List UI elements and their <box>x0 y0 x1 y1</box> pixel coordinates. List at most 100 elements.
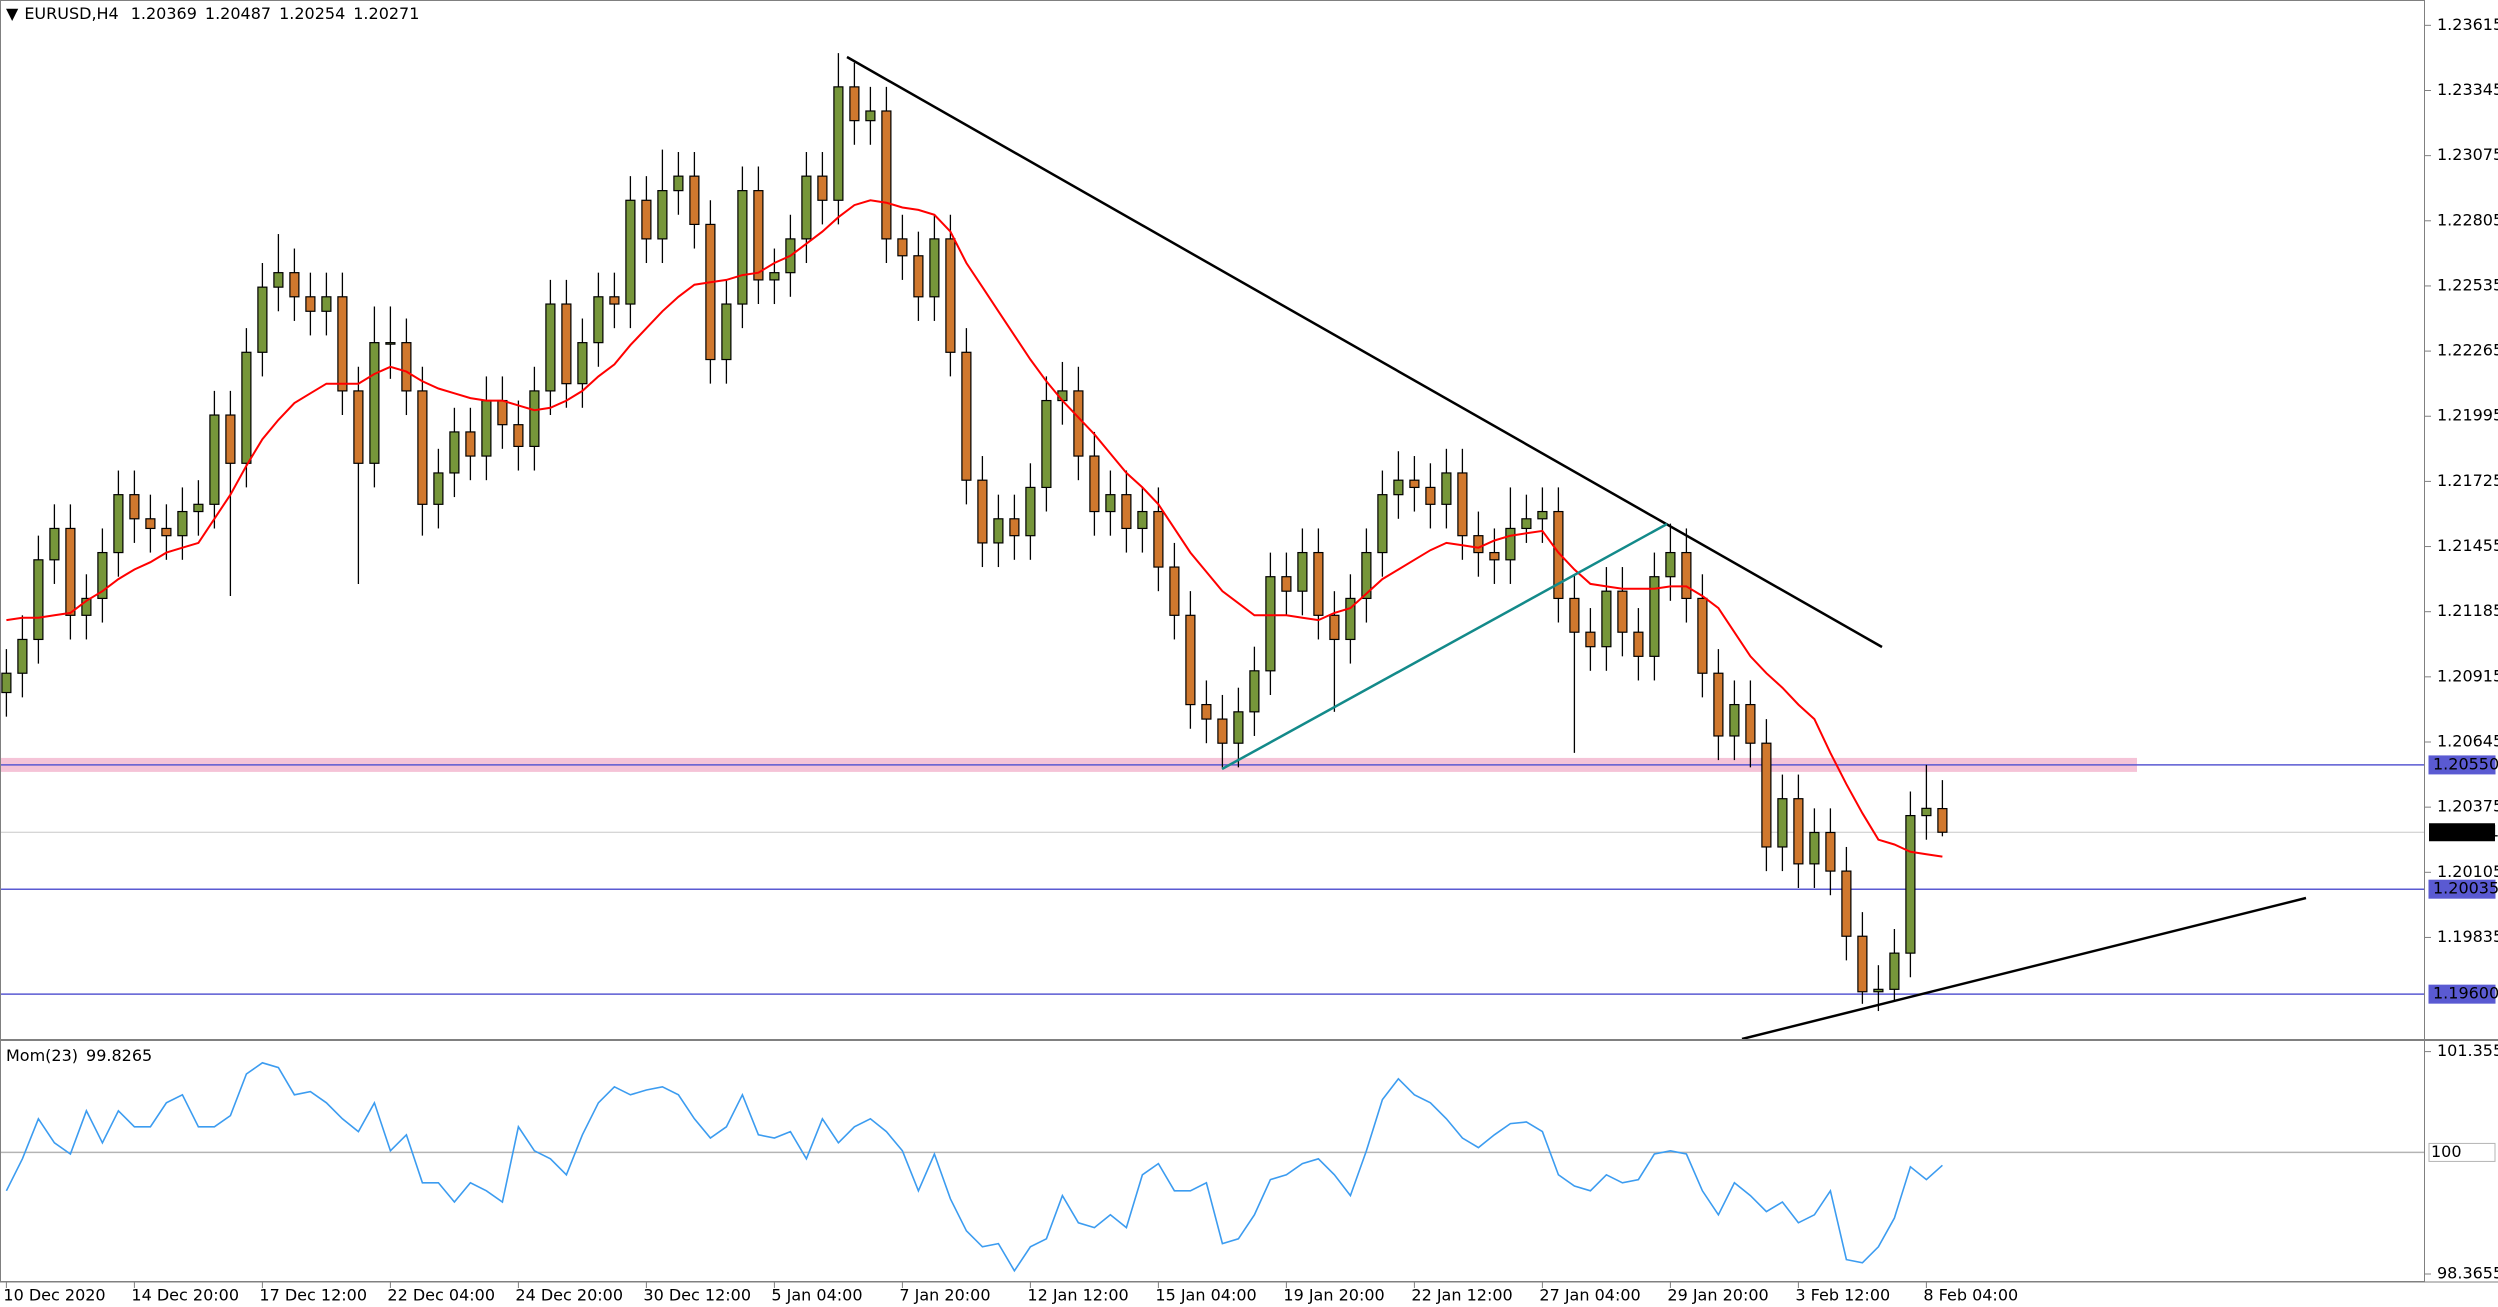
candle-body <box>737 190 748 305</box>
y-tick-label: 1.21725 <box>2437 471 2498 490</box>
y-tick-label: 1.22265 <box>2437 341 2498 360</box>
last-open: 1.20369 <box>131 4 197 23</box>
candle-body <box>1105 494 1116 513</box>
candle-body <box>817 175 828 201</box>
level-label-box <box>2428 1142 2496 1162</box>
candle-body <box>881 110 892 240</box>
header-marker: ▼ <box>6 4 19 23</box>
candle-body <box>1617 590 1628 633</box>
level-label: 100 <box>2431 1142 2462 1161</box>
candle-body <box>1489 551 1500 561</box>
x-tick-label: 29 Jan 20:00 <box>1667 1286 1768 1305</box>
candle-body <box>1233 711 1244 744</box>
candle-body <box>577 342 588 385</box>
candle-body <box>177 510 188 537</box>
x-tick-label: 3 Feb 12:00 <box>1795 1286 1890 1305</box>
last-price-box <box>2429 823 2495 842</box>
candle-body <box>561 303 572 385</box>
x-tick-label: 27 Jan 04:00 <box>1539 1286 1640 1305</box>
candle-body <box>1857 935 1868 993</box>
y-tick-label: 1.20105 <box>2437 862 2498 881</box>
level-label: 1.20035 <box>2433 879 2498 898</box>
candle-body <box>1649 576 1660 657</box>
candle-body <box>1009 518 1020 537</box>
candle-body <box>209 414 220 505</box>
y-tick-label: 1.23345 <box>2437 80 2498 99</box>
x-tick-label: 19 Jan 20:00 <box>1283 1286 1384 1305</box>
candle-body <box>1809 831 1820 865</box>
candle-body <box>801 175 812 240</box>
candle-body <box>1281 576 1292 592</box>
level-label-box <box>2428 755 2496 775</box>
candle-body <box>1137 510 1148 530</box>
candle-body <box>433 472 444 505</box>
candle-body <box>1201 703 1212 720</box>
candle-body <box>1601 590 1612 648</box>
candle-body <box>1169 566 1180 616</box>
candle-body <box>1521 518 1532 530</box>
candle-body <box>1425 486 1436 505</box>
x-tick-label: 12 Jan 12:00 <box>1027 1286 1128 1305</box>
candle-body <box>1329 614 1340 641</box>
candle-body <box>993 518 1004 544</box>
y-tick-label: 1.20375 <box>2437 797 2498 816</box>
candle-body <box>145 518 156 530</box>
candle-body <box>753 190 764 281</box>
candle-body <box>353 390 364 464</box>
y-tick-label: 101.3553 <box>2437 1041 2498 1060</box>
candle-body <box>1121 494 1132 530</box>
candle-body <box>1585 631 1596 648</box>
y-tick-label: 1.20645 <box>2437 731 2498 750</box>
candle-body <box>1937 807 1948 833</box>
candle-body <box>689 175 700 226</box>
candle-body <box>1473 535 1484 554</box>
candle-body <box>97 551 108 600</box>
candle-body <box>1409 479 1420 489</box>
x-tick-label: 14 Dec 20:00 <box>131 1286 239 1305</box>
candle-body <box>1873 988 1884 993</box>
candle-body <box>449 431 460 474</box>
candle-body <box>1153 510 1164 568</box>
indicator-title: Mom(23) <box>6 1046 78 1065</box>
candle-body <box>113 494 124 554</box>
candle-body <box>865 110 876 122</box>
candle-body <box>529 390 540 448</box>
candle-body <box>977 479 988 544</box>
moving-average <box>6 199 1943 858</box>
candle-body <box>1265 576 1276 672</box>
candle-body <box>1665 551 1676 578</box>
candle-body <box>161 527 172 537</box>
candle-body <box>1185 614 1196 706</box>
candle-body <box>33 559 44 641</box>
candle-body <box>1089 455 1100 513</box>
candle-body <box>593 296 604 344</box>
candle-body <box>769 272 780 281</box>
candle-body <box>65 527 76 616</box>
candle-body <box>273 272 284 288</box>
y-tick-label: 1.23075 <box>2437 145 2498 164</box>
candle-body <box>673 175 684 192</box>
x-tick-label: 22 Jan 12:00 <box>1411 1286 1512 1305</box>
candle-body <box>1729 703 1740 737</box>
candle-body <box>1681 551 1692 600</box>
candle-body <box>1569 597 1580 633</box>
candle-body <box>913 255 924 298</box>
price-panel <box>0 53 2425 1012</box>
candle-body <box>369 342 380 464</box>
candle-body <box>337 296 348 392</box>
x-tick-label: 15 Jan 04:00 <box>1155 1286 1256 1305</box>
candle-body <box>545 303 556 392</box>
candle-body <box>17 638 28 674</box>
x-tick-label: 22 Dec 04:00 <box>387 1286 495 1305</box>
candle-body <box>1073 390 1084 457</box>
y-tick-label: 1.23615 <box>2437 15 2498 34</box>
level-label: 1.20550 <box>2433 754 2498 773</box>
candle-body <box>81 597 92 616</box>
candle-body <box>513 424 524 448</box>
candle-body <box>1361 551 1372 600</box>
x-tick-label: 17 Dec 12:00 <box>259 1286 367 1305</box>
trend-line <box>1221 522 1668 771</box>
